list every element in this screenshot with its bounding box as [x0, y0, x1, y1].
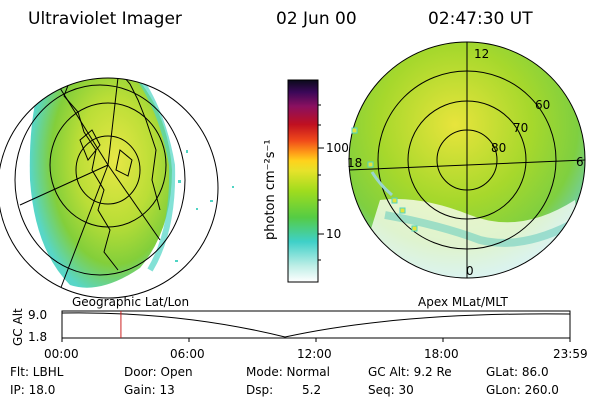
emission-specks-left	[175, 150, 234, 262]
xtick-0000: 00:00	[44, 347, 79, 361]
info-flt: Flt: LBHL	[10, 365, 64, 379]
geographic-view	[0, 77, 234, 299]
altitude-plot	[61, 310, 571, 342]
right-panel-caption: Apex MLat/MLT	[418, 295, 508, 309]
apex-view	[348, 41, 586, 279]
colorbar-tick-100: 100	[326, 141, 349, 155]
left-panel-caption: Geographic Lat/Lon	[72, 295, 190, 309]
info-ip: IP: 18.0	[10, 383, 56, 397]
xtick-1800: 18:00	[424, 347, 459, 361]
altitude-ylabel: GC Alt	[11, 308, 25, 346]
mlt-label-0: 0	[466, 264, 474, 278]
info-mode: Mode: Normal	[246, 365, 330, 379]
mlat-label-70: 70	[513, 121, 529, 135]
mlt-label-12: 12	[474, 47, 490, 61]
colorbar	[287, 79, 324, 283]
coastline	[61, 78, 161, 271]
info-gain: Gain: 13	[124, 383, 175, 397]
info-gc-alt: GC Alt: 9.2 Re	[368, 365, 452, 379]
colorbar-tick-10: 10	[326, 227, 342, 241]
time-label: 02:47:30 UT	[428, 9, 533, 29]
info-dsp-value: 5.2	[302, 383, 322, 397]
info-glat: GLat: 86.0	[486, 365, 549, 379]
altitude-trace	[61, 312, 571, 338]
xtick-0600: 06:00	[170, 347, 205, 361]
altitude-ytick-top: 9.0	[28, 308, 48, 322]
info-door: Door: Open	[124, 365, 193, 379]
xtick-1200: 12:00	[297, 347, 332, 361]
info-dsp-label: Dsp:	[246, 383, 274, 397]
info-seq: Seq: 30	[368, 383, 414, 397]
arc-dots	[351, 127, 418, 232]
mlt-label-6: 6	[576, 155, 584, 169]
xtick-2359: 23:59	[553, 347, 588, 361]
app-title: Ultraviolet Imager	[28, 9, 182, 29]
altitude-ytick-bottom: 1.8	[28, 330, 48, 344]
colorbar-unit-label: photon cm⁻²s⁻¹	[263, 139, 278, 240]
mlat-label-80: 80	[491, 141, 507, 155]
mlt-label-18: 18	[347, 156, 363, 170]
info-glon: GLon: 260.0	[486, 383, 559, 397]
date-label: 02 Jun 00	[276, 9, 357, 29]
auroral-emission-left	[29, 78, 172, 288]
mlat-label-60: 60	[535, 98, 551, 112]
